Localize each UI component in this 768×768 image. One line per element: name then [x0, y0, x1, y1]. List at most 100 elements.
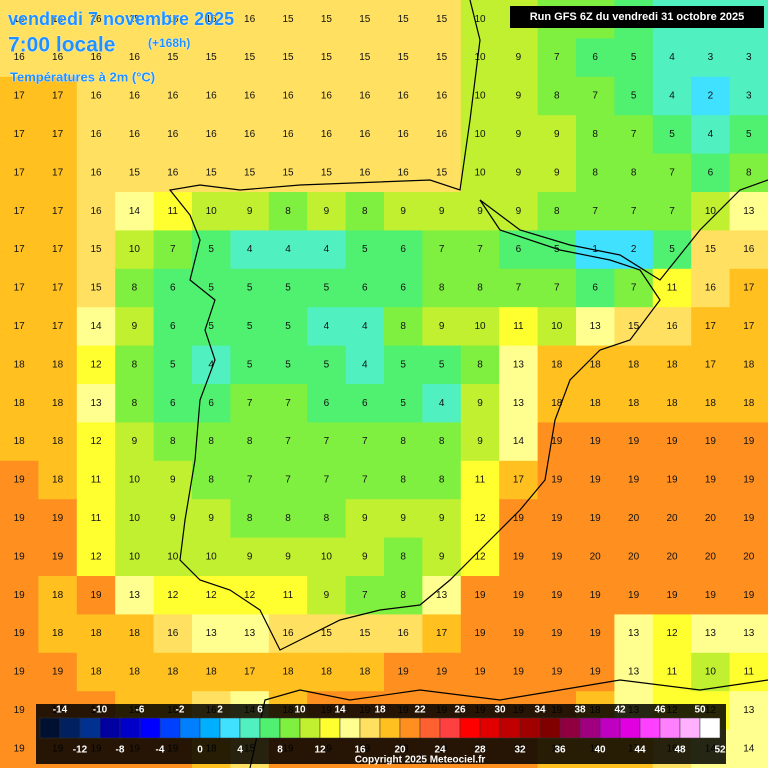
temp-value: 10 — [474, 91, 486, 102]
temp-value: 8 — [439, 475, 445, 486]
legend-swatch — [479, 717, 501, 739]
temp-cell — [691, 422, 731, 462]
temp-value: 7 — [285, 398, 291, 409]
legend-label: -14 — [53, 705, 68, 716]
temp-value: 9 — [132, 436, 138, 447]
temp-value: 11 — [91, 513, 102, 524]
temp-cell — [0, 76, 39, 116]
temp-value: 18 — [282, 667, 294, 678]
temp-cell — [345, 230, 385, 270]
temp-value: 16 — [52, 14, 64, 25]
temp-value: 17 — [14, 321, 26, 332]
temp-cell — [691, 576, 731, 615]
temp-value: 10 — [474, 321, 486, 332]
temp-value: 8 — [208, 436, 214, 447]
temp-value: 15 — [321, 52, 333, 63]
temp-cell — [614, 115, 654, 155]
legend-swatch — [699, 717, 721, 739]
temp-cell — [38, 384, 78, 423]
temp-cell — [76, 76, 116, 116]
temp-value: 17 — [52, 321, 64, 332]
temp-value: 9 — [439, 513, 445, 524]
temp-cell — [38, 192, 78, 231]
temp-cell — [537, 76, 577, 116]
legend-label: 10 — [294, 705, 306, 716]
temp-value: 18 — [551, 398, 563, 409]
temp-cell — [76, 230, 116, 270]
temp-cell — [192, 307, 231, 347]
temp-cell — [422, 345, 462, 385]
temp-cell — [0, 384, 39, 423]
temp-cell — [0, 460, 39, 500]
temp-cell — [76, 460, 116, 500]
temp-value: 10 — [551, 321, 563, 332]
temp-value: 5 — [554, 244, 560, 255]
temp-value: 5 — [324, 359, 330, 370]
temp-value: 8 — [746, 167, 752, 178]
temp-cell — [0, 230, 39, 270]
temp-value: 9 — [247, 206, 253, 217]
temp-cell — [307, 76, 347, 116]
temp-cell — [153, 576, 193, 615]
temp-value: 16 — [398, 167, 410, 178]
temp-cell — [384, 460, 423, 500]
temp-cell — [614, 345, 654, 385]
temp-cell — [614, 499, 654, 539]
temp-value: 5 — [208, 321, 214, 332]
temp-value: 18 — [590, 359, 602, 370]
temp-value: 15 — [282, 14, 294, 25]
temp-cell — [652, 460, 692, 500]
temp-value: 19 — [14, 590, 26, 601]
temp-cell — [115, 537, 155, 577]
temp-cell — [230, 0, 270, 39]
temp-cell — [115, 499, 155, 539]
legend-swatch — [119, 717, 141, 739]
temp-value: 13 — [436, 590, 448, 601]
temp-cell — [230, 614, 270, 654]
temp-value: 9 — [247, 551, 253, 562]
temp-cell — [652, 345, 692, 385]
temp-cell — [499, 614, 539, 654]
temp-value: 5 — [285, 359, 291, 370]
temp-value: 11 — [283, 590, 294, 601]
temp-value: 20 — [628, 551, 640, 562]
temp-cell — [729, 192, 768, 231]
temp-value: 19 — [551, 590, 563, 601]
temp-cell — [76, 576, 116, 615]
temp-cell — [307, 153, 347, 193]
temp-cell — [384, 345, 423, 385]
temp-cell — [460, 460, 500, 500]
temp-value: 20 — [705, 551, 717, 562]
temp-cell — [499, 192, 539, 231]
temp-value: 8 — [592, 167, 598, 178]
temp-cell — [38, 0, 78, 39]
temp-value: 8 — [592, 129, 598, 140]
temp-cell — [499, 345, 539, 385]
temp-cell — [307, 576, 347, 615]
temp-value: 19 — [474, 590, 486, 601]
temp-value: 19 — [52, 667, 64, 678]
temp-value: 7 — [285, 436, 291, 447]
legend-swatch — [639, 717, 661, 739]
temp-value: 7 — [247, 475, 253, 486]
temp-value: 8 — [400, 436, 406, 447]
temp-cell — [153, 384, 193, 423]
temp-cell — [499, 422, 539, 462]
temp-value: 10 — [705, 667, 717, 678]
temp-cell — [115, 345, 155, 385]
temp-value: 14 — [129, 206, 141, 217]
temp-cell — [307, 268, 347, 308]
temp-value: 16 — [167, 14, 179, 25]
temp-cell — [345, 76, 385, 116]
temp-value: 7 — [477, 244, 483, 255]
temp-value: 5 — [362, 244, 368, 255]
temp-value: 16 — [90, 129, 102, 140]
temp-value: 9 — [132, 321, 138, 332]
temp-cell — [38, 576, 78, 615]
temp-cell — [192, 0, 231, 39]
temp-value: 9 — [477, 398, 483, 409]
temp-cell — [422, 192, 462, 231]
legend-swatch — [499, 717, 521, 739]
temp-value: 7 — [285, 475, 291, 486]
temp-value: 6 — [362, 283, 368, 294]
